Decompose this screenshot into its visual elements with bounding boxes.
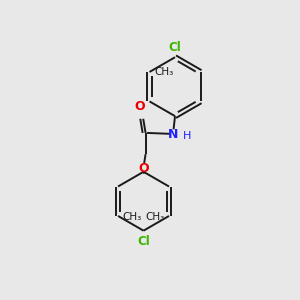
Text: Cl: Cl bbox=[169, 41, 182, 54]
Text: CH₃: CH₃ bbox=[146, 212, 165, 222]
Text: O: O bbox=[139, 162, 149, 175]
Text: H: H bbox=[182, 131, 191, 141]
Text: CH₃: CH₃ bbox=[154, 67, 173, 77]
Text: CH₃: CH₃ bbox=[122, 212, 142, 222]
Text: O: O bbox=[134, 100, 145, 113]
Text: N: N bbox=[168, 128, 179, 141]
Text: Cl: Cl bbox=[137, 235, 150, 248]
